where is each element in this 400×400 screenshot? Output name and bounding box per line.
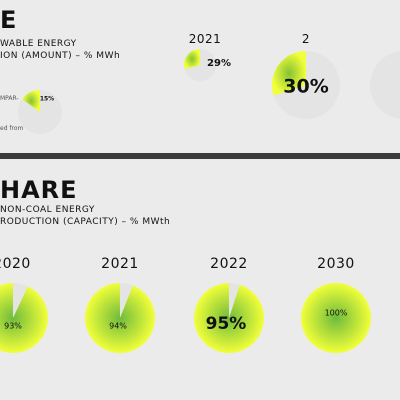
top-pie-1-label: 29% (207, 58, 231, 69)
bottom-pie-0: 93% (0, 283, 48, 353)
top-pie-2: 30% (271, 50, 340, 119)
bottom-year-2030: 2030 (317, 256, 355, 272)
bottom-pie-2: 95% (194, 283, 265, 353)
top-pie-1: 29% (183, 49, 231, 81)
bottom-pie-0-slice (0, 283, 48, 353)
top-subtitle-line2: ION (AMOUNT) – % MWh (0, 51, 121, 61)
bottom-pie-3: 100% (301, 283, 371, 353)
top-pie-0: 15% (18, 90, 62, 134)
section-divider (0, 153, 400, 159)
top-share-title: E (0, 6, 18, 34)
top-subtitle-line1: WABLE ENERGY (0, 39, 77, 49)
top-pie-3-background (370, 51, 400, 119)
bottom-pie-3-slice (301, 283, 371, 353)
top-pie-1-slice (183, 49, 200, 69)
bottom-pie-1-slice (84, 283, 155, 354)
bottom-pie-1-label: 94% (109, 322, 127, 331)
bottom-pie-2-slice (194, 283, 265, 353)
bottom-share-title: HARE (0, 176, 78, 204)
bottom-pie-3-label: 100% (325, 309, 348, 318)
top-year-2021: 2 (301, 32, 311, 46)
bottom-pie-2-label: 95% (206, 314, 247, 334)
top-faint-text1: MPAR- (0, 95, 19, 102)
bottom-year-2022: 2022 (210, 256, 248, 272)
top-year-2020: 2021 (188, 32, 222, 46)
top-pie-2-slice (271, 50, 306, 96)
bottom-year-2021: 2021 (101, 256, 139, 272)
bottom-pie-1: 94% (84, 283, 155, 354)
top-pie-2-label: 30% (283, 76, 328, 98)
top-pie-0-slice (22, 90, 40, 112)
bottom-subtitle-line2: RODUCTION (CAPACITY) – % MWth (0, 217, 171, 227)
top-faint-text2: ed from (0, 125, 24, 132)
top-pie-0-label: 15% (40, 96, 54, 103)
bottom-pie-0-label: 93% (4, 322, 22, 331)
bottom-subtitle-line1: NON-COAL ENERGY (0, 205, 95, 215)
top-pie-3 (370, 51, 400, 119)
